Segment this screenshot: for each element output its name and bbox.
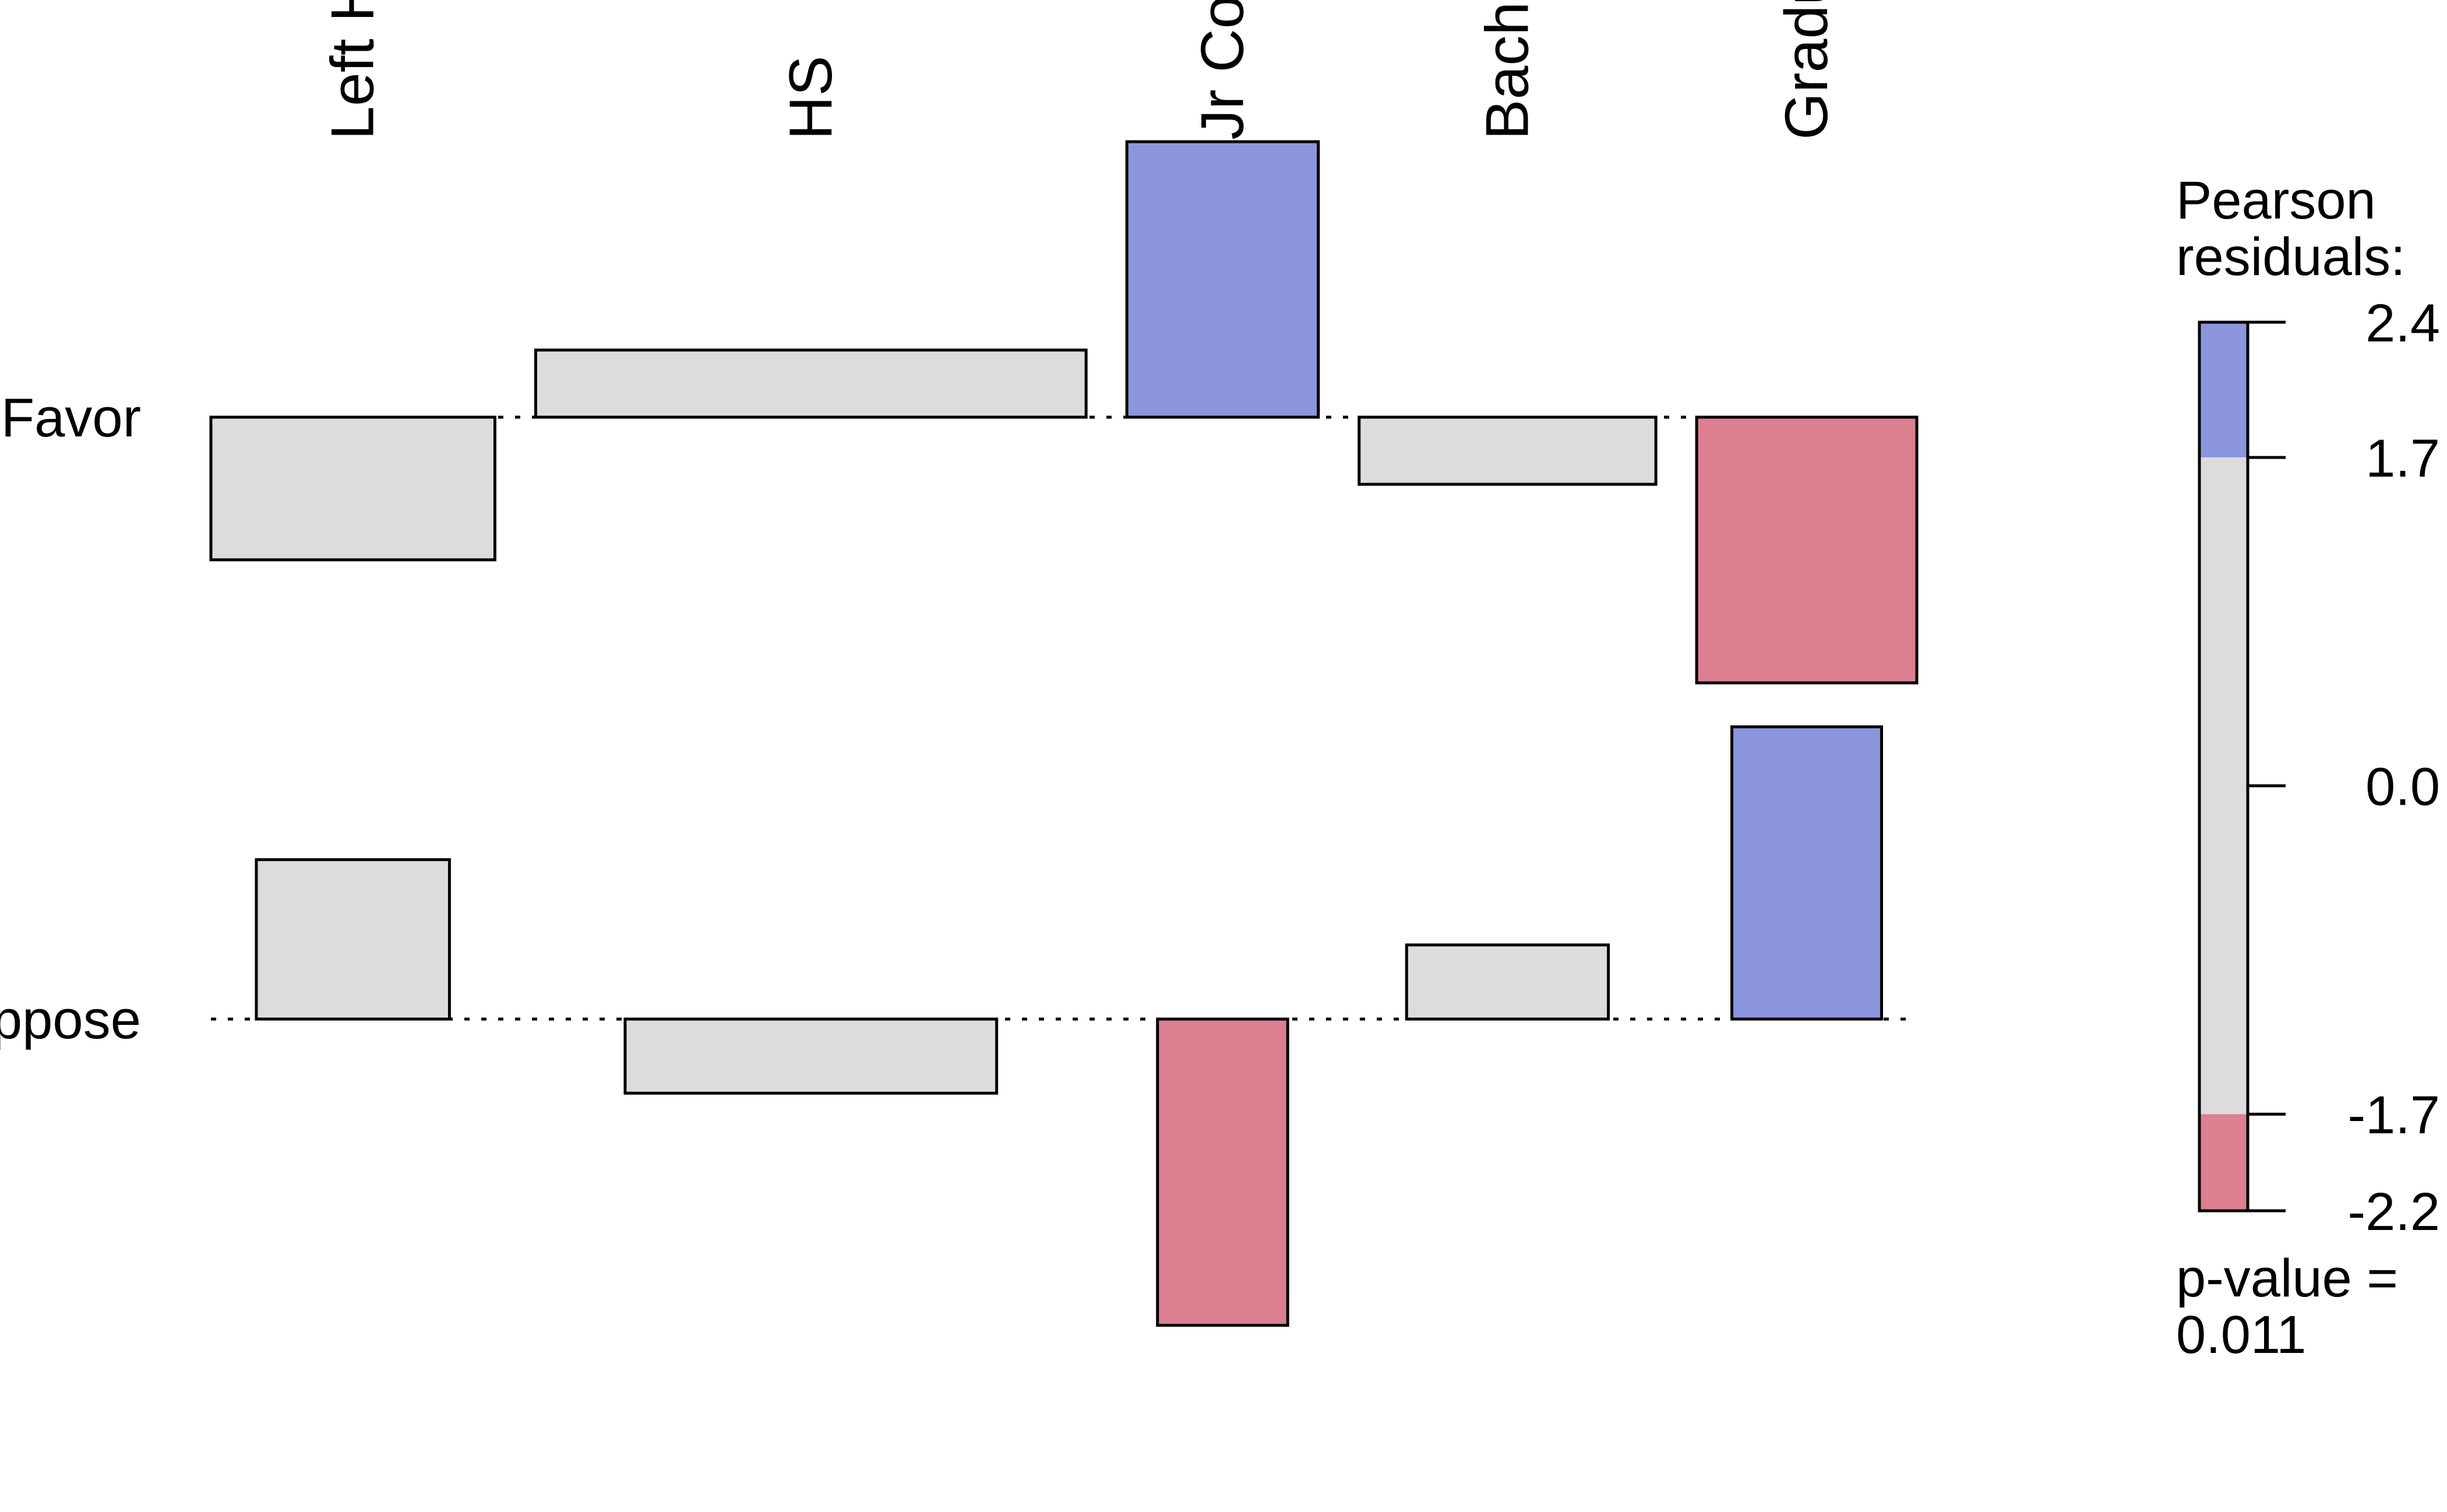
row-label-oppose: ppose	[0, 989, 141, 1050]
bar-oppose-bachelor	[1405, 943, 1610, 1021]
bar-favor-graduate	[1695, 415, 1919, 685]
legend-border	[2198, 320, 2249, 1213]
row-labels: Favor ppose	[0, 387, 141, 1050]
column-label-hs: HS	[777, 56, 845, 140]
bar-favor-left-hs	[209, 415, 496, 562]
legend: Pearson residuals: 2.4 1.7 0.0 -1.7 -2.2 p-v…	[2176, 171, 2440, 1365]
bar-favor-bachelor	[1358, 415, 1658, 486]
bar-oppose-left-hs	[255, 858, 451, 1021]
legend-tick-label: 2.4	[2365, 294, 2440, 353]
p-value-value: 0.011	[2176, 1305, 2306, 1365]
legend-tick-label: -2.2	[2347, 1182, 2440, 1242]
legend-segment-negative	[2199, 1114, 2248, 1211]
bar-favor-hs	[534, 348, 1088, 419]
bar-oppose-hs	[623, 1017, 999, 1095]
p-value-label: p-value =	[2176, 1249, 2398, 1308]
column-label-left-hs: Left H	[319, 0, 387, 140]
legend-tick-label: -1.7	[2347, 1085, 2440, 1145]
legend-title-line-2: residuals:	[2176, 227, 2406, 287]
column-label-graduate: Gradu	[1773, 0, 1840, 140]
legend-ticks: 2.4 1.7 0.0 -1.7 -2.2	[2248, 294, 2440, 1242]
column-labels: Left H HS Jr Co Bache Gradu	[319, 0, 1840, 140]
bar-favor-jr-col	[1125, 140, 1320, 419]
legend-title-line-1: Pearson	[2176, 171, 2376, 230]
column-label-bachelor: Bache	[1473, 0, 1541, 140]
column-label-jr-col: Jr Co	[1189, 0, 1256, 140]
legend-segment-neutral	[2199, 457, 2248, 1115]
bar-oppose-graduate	[1730, 725, 1884, 1021]
legend-segment-positive	[2199, 322, 2248, 458]
legend-tick-label: 1.7	[2365, 429, 2440, 488]
legend-color-bar	[2198, 320, 2249, 1213]
residual-bars	[209, 140, 1919, 1327]
bar-oppose-jr-col	[1156, 1017, 1289, 1327]
row-label-favor: Favor	[1, 387, 141, 448]
legend-tick-label: 0.0	[2365, 757, 2440, 817]
